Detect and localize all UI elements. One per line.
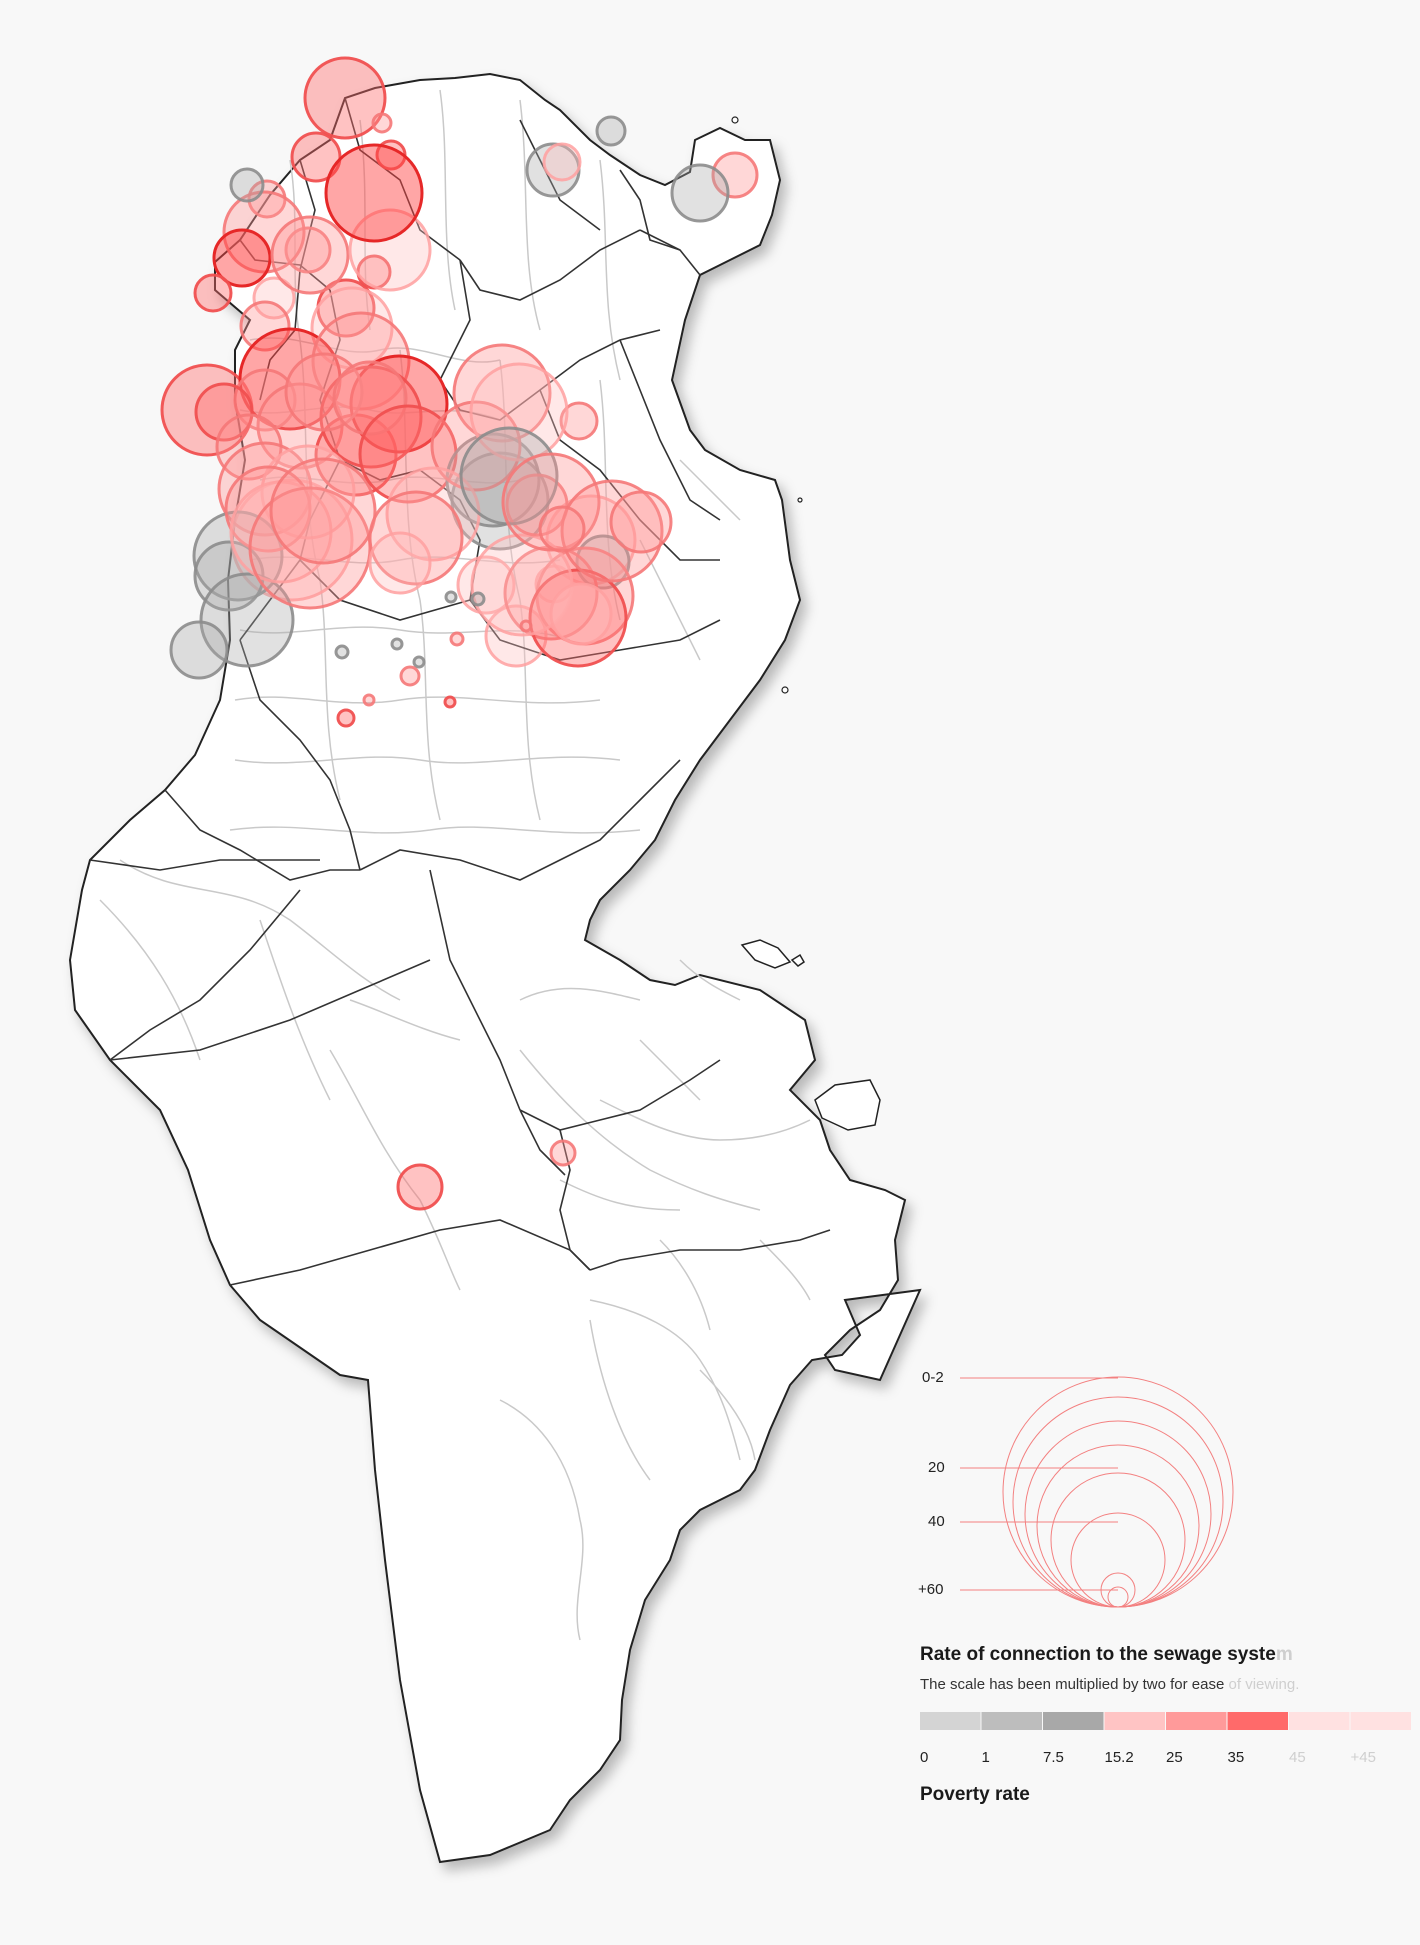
bubble-red (319, 365, 423, 469)
legend-circle (1024, 1420, 1212, 1608)
legend-circle (1107, 1586, 1129, 1608)
color-scale-swatch (1166, 1712, 1227, 1730)
bubble-red (336, 708, 356, 728)
bubble-pink (559, 401, 599, 441)
bubble-gray (199, 572, 295, 668)
legend-size-label: 40 (928, 1513, 945, 1530)
bubble-pink (609, 490, 673, 554)
bubble-pink-light (469, 362, 569, 462)
color-scale: 0 1 7.5 15.2 25 35 45 +45 (920, 1712, 1411, 1766)
bubble-red (193, 273, 233, 313)
legend-size: 0-2 20 40 +60 (918, 1369, 1234, 1608)
bubble-gray (595, 115, 627, 147)
bubble-pink-light (549, 582, 613, 646)
bubble-red (290, 131, 342, 183)
color-scale-label: 15.2 (1105, 1749, 1134, 1766)
bubble-gray (470, 591, 486, 607)
bubble-pink (449, 631, 465, 647)
color-scale-swatch (1289, 1712, 1350, 1730)
islet (797, 497, 803, 503)
color-scale-swatch (1104, 1712, 1165, 1730)
bubble-red-dark (324, 143, 424, 243)
bubble-pink (239, 300, 291, 352)
legend-size-label: 0-2 (922, 1369, 944, 1386)
bubble-pink (269, 457, 377, 565)
kerkennah-small-island (790, 953, 805, 967)
bubble-pink-light (252, 276, 296, 320)
color-scale-swatch (920, 1712, 981, 1730)
bubble-pink (501, 452, 601, 552)
bubble-pink (505, 473, 569, 537)
bubble-gray (334, 644, 350, 660)
bubble-red (194, 382, 254, 442)
bubble-pink (332, 360, 408, 436)
color-scale-label: 0 (920, 1749, 928, 1766)
islet (731, 116, 739, 124)
bubble-pink (224, 465, 312, 553)
bubble-gray (169, 620, 229, 680)
country-outline (68, 72, 922, 1864)
bubble-pink (452, 343, 552, 443)
bubble-pink (519, 619, 533, 633)
bubble-gray (412, 655, 426, 669)
bubble-pink (399, 665, 421, 687)
bubble-pink (549, 1139, 577, 1167)
bubble-red (303, 56, 387, 140)
color-scale-swatch (981, 1712, 1042, 1730)
bubble-gray (390, 637, 404, 651)
color-scale-label: 25 (1166, 1749, 1183, 1766)
color-scale-label: 45 (1289, 1749, 1306, 1766)
kerkennah-islands (740, 939, 792, 969)
bubble-pink (222, 190, 306, 274)
bubble-red-dark (212, 228, 272, 288)
bubble-red (443, 695, 457, 709)
legend-circle (1012, 1396, 1224, 1608)
bubble-red-dark (349, 354, 449, 454)
legend-circle (1070, 1512, 1166, 1608)
bubble-pink (711, 151, 759, 199)
bubble-pink (538, 505, 586, 553)
color-scale-label: +45 (1351, 1749, 1376, 1766)
legend-subtitle-fade: of viewing. (1224, 1676, 1299, 1693)
color-scale-label: 35 (1228, 1749, 1245, 1766)
delegation-borders (99, 89, 811, 1641)
legend-size-label: 20 (928, 1459, 945, 1476)
bubble-layer (160, 56, 759, 1211)
bubble-gray (229, 167, 265, 203)
legend-title-fade: m (1276, 1644, 1293, 1665)
islet (781, 686, 789, 694)
poverty-rate-label: Poverty rate (920, 1784, 1030, 1805)
color-scale-swatch (1350, 1712, 1411, 1730)
bubble-pink (430, 400, 522, 492)
bubble-gray (444, 590, 458, 604)
legend-size-label: +60 (918, 1581, 943, 1598)
bubble-pink (284, 226, 332, 274)
bubble-pink (270, 215, 350, 295)
bubble-pink (371, 112, 393, 134)
legend-circle (1036, 1444, 1200, 1608)
legend-subtitle: The scale has been multiplied by two for… (920, 1676, 1299, 1693)
legend-title: Rate of connection to the sewage system (920, 1644, 1293, 1665)
color-scale-label: 7.5 (1043, 1749, 1064, 1766)
bubble-red (396, 1163, 444, 1211)
bubble-pink-light (348, 208, 432, 292)
bubble-pink-light (542, 142, 582, 182)
djerba-island (814, 1079, 881, 1131)
legend-subtitle-main: The scale has been multiplied by two for… (920, 1676, 1224, 1693)
color-scale-swatch (1043, 1712, 1104, 1730)
legend-title-main: Rate of connection to the sewage syste (920, 1644, 1276, 1665)
bubble-pink (362, 693, 376, 707)
bubble-pink-light (368, 531, 432, 595)
color-scale-swatch (1227, 1712, 1288, 1730)
color-scale-label: 1 (982, 1749, 990, 1766)
bubble-gray (670, 163, 730, 223)
